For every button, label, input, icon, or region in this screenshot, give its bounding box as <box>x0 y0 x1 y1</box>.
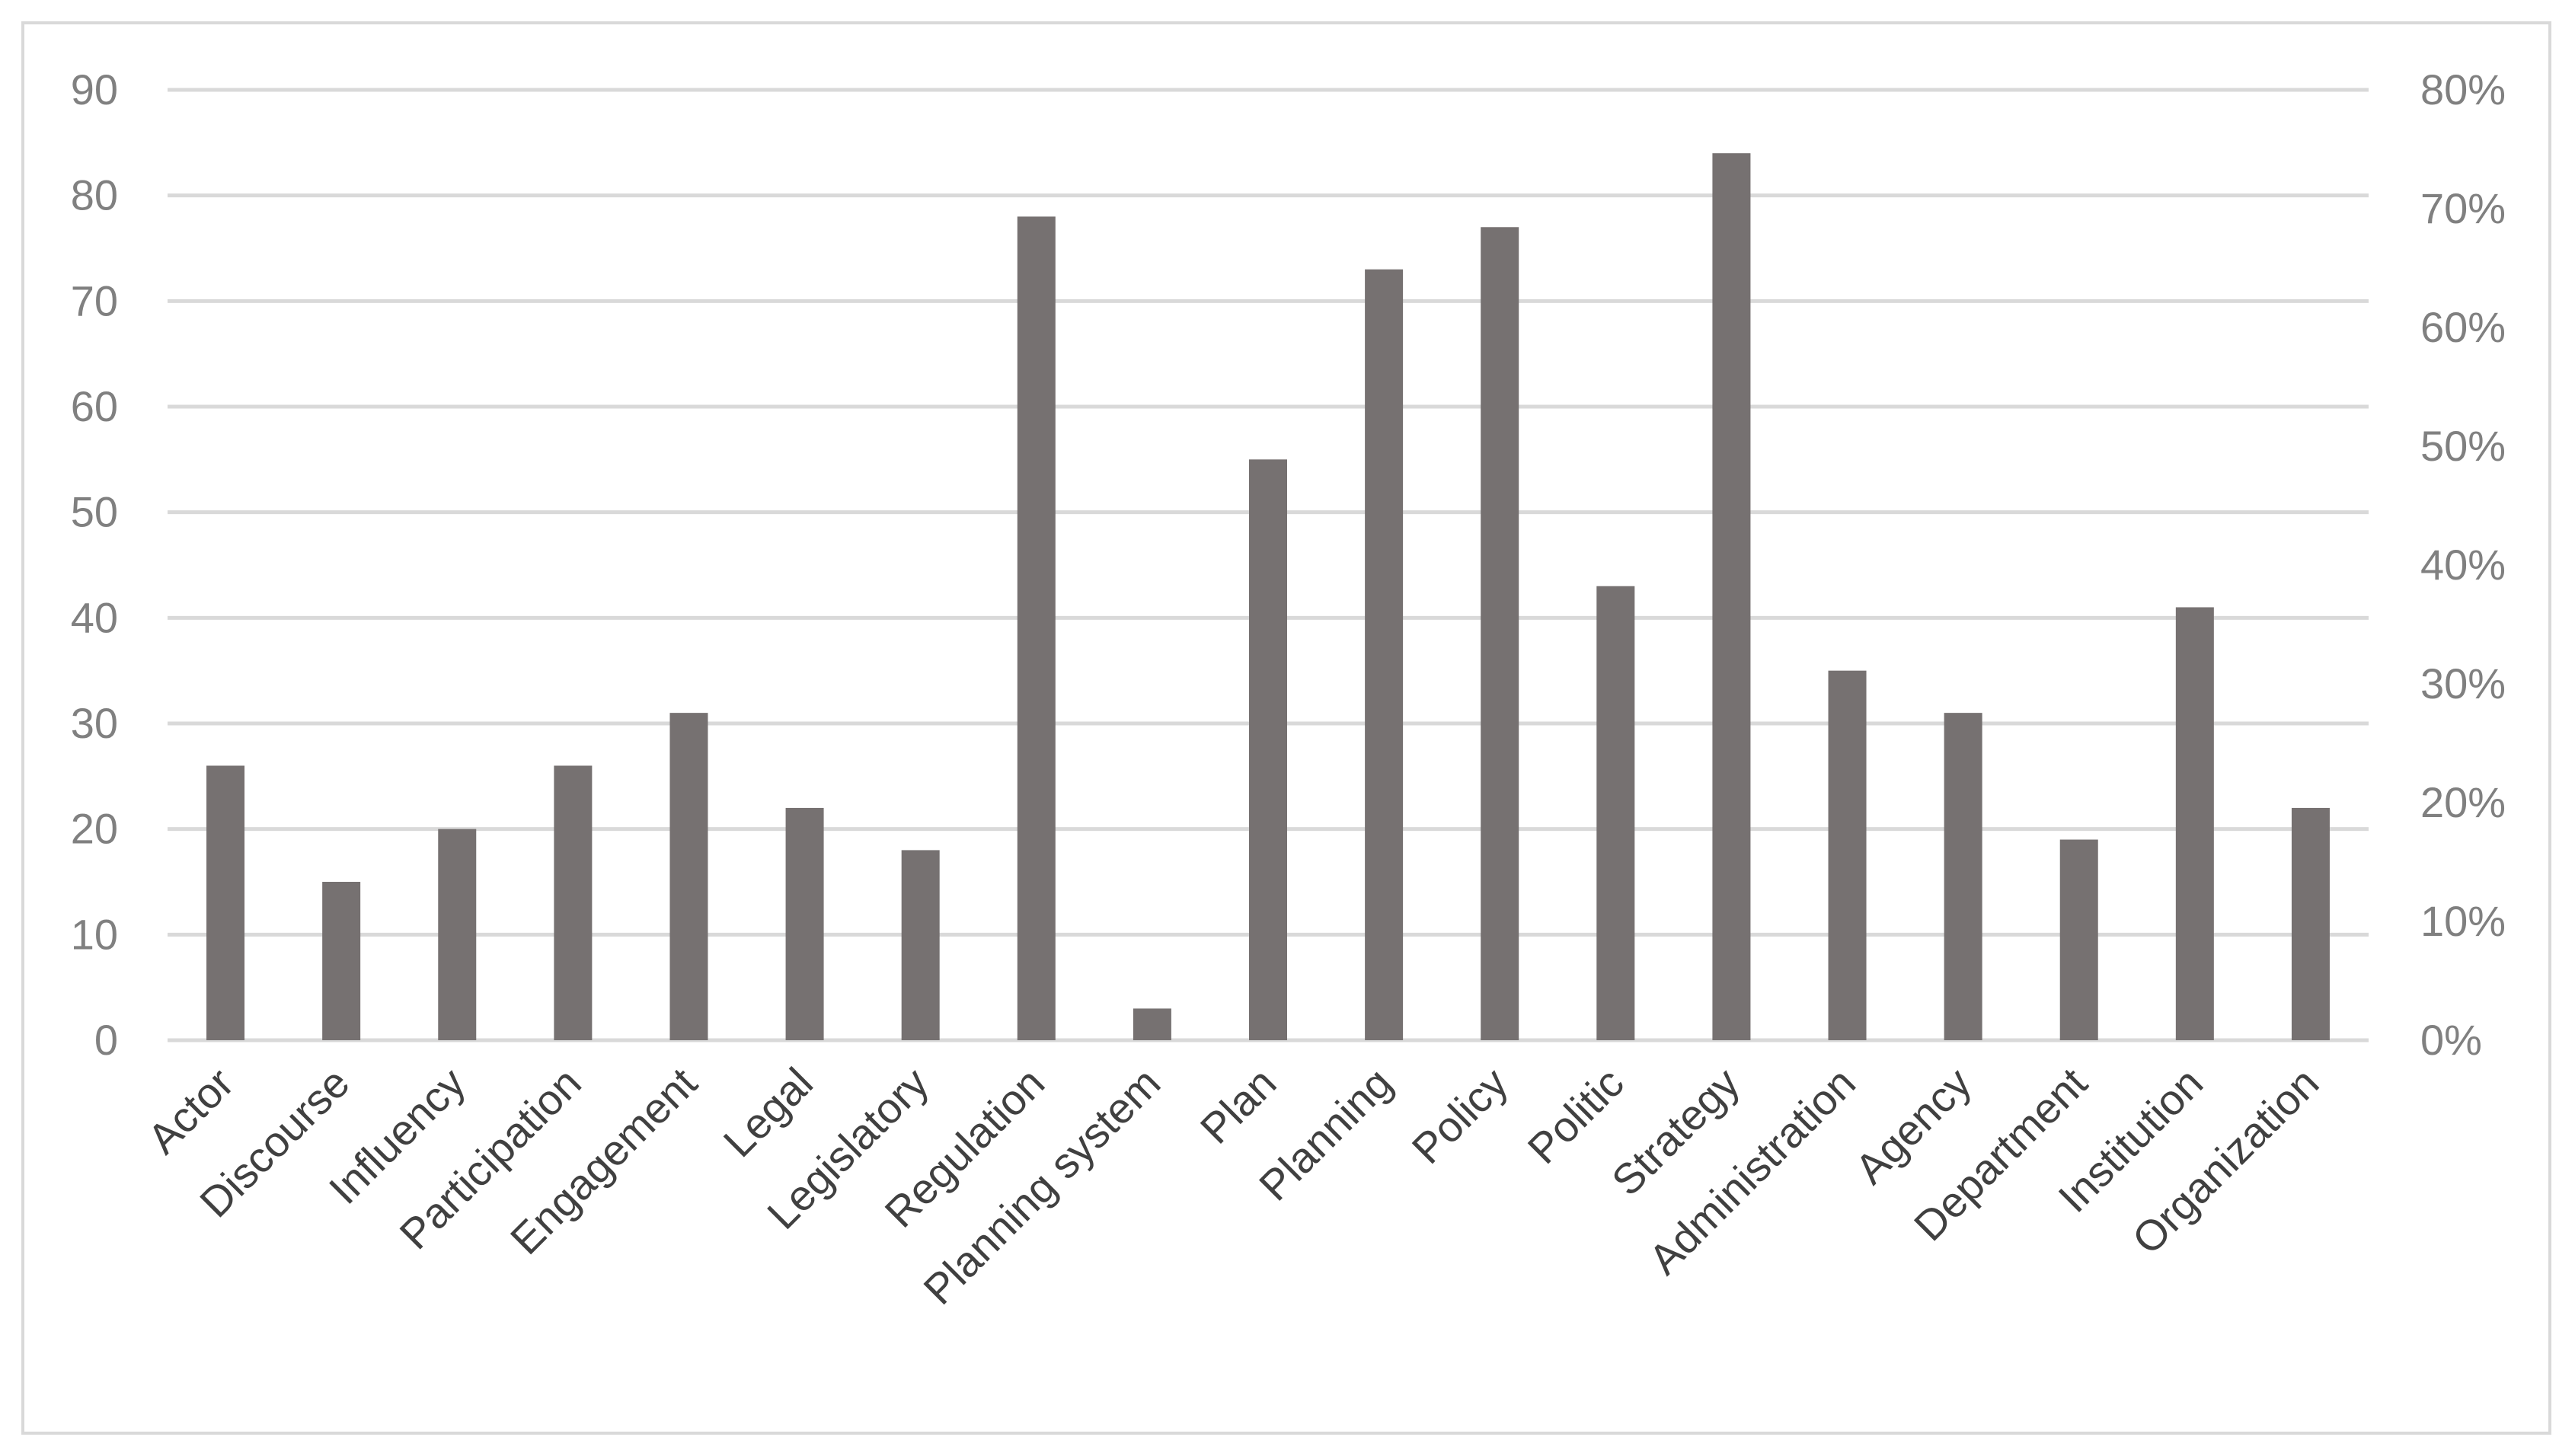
y-axis-left: 0 10 20 30 40 50 60 70 80 90 <box>71 65 118 1064</box>
y-tick-label: 80 <box>71 171 118 219</box>
x-tick-label: Policy <box>1403 1058 1517 1173</box>
y-tick-label: 70 <box>71 276 118 324</box>
x-tick-label: Actor <box>139 1058 243 1163</box>
bar <box>1133 1008 1171 1040</box>
y2-tick-label: 70% <box>2420 184 2506 232</box>
x-tick-label: Plan <box>1191 1058 1286 1153</box>
bar <box>669 713 708 1040</box>
y2-tick-label: 40% <box>2420 541 2506 589</box>
bar <box>1017 216 1056 1040</box>
y2-tick-label: 80% <box>2420 65 2506 113</box>
y-tick-label: 90 <box>71 65 118 113</box>
y2-tick-label: 20% <box>2420 778 2506 826</box>
bar <box>901 850 940 1040</box>
y-tick-label: 30 <box>71 699 118 747</box>
y-tick-label: 20 <box>71 805 118 853</box>
bar <box>322 882 361 1040</box>
bar <box>2175 607 2214 1040</box>
x-tick-label: Administration <box>1640 1058 1864 1283</box>
x-tick-label: Politic <box>1519 1058 1633 1173</box>
bar <box>1596 586 1635 1040</box>
bars <box>206 153 2330 1041</box>
y2-tick-label: 10% <box>2420 897 2506 945</box>
bar <box>438 829 477 1040</box>
bar <box>1481 227 1519 1041</box>
y2-tick-label: 50% <box>2420 422 2506 470</box>
bar <box>1828 670 1867 1040</box>
gridlines <box>168 88 2369 1043</box>
y2-tick-label: 30% <box>2420 659 2506 707</box>
bar <box>1365 269 1404 1040</box>
bar <box>1944 713 1982 1040</box>
y2-tick-label: 0% <box>2420 1016 2482 1064</box>
bar <box>2291 807 2330 1040</box>
y2-tick-label: 60% <box>2420 303 2506 351</box>
y-tick-label: 40 <box>71 593 118 641</box>
x-axis: ActorDiscourseInfluencyParticipationEnga… <box>139 1058 2328 1314</box>
y-tick-label: 60 <box>71 382 118 430</box>
bar <box>2059 839 2098 1040</box>
bar <box>1712 153 1751 1041</box>
y-tick-label: 50 <box>71 488 118 536</box>
y-tick-label: 10 <box>71 910 118 958</box>
bar <box>554 765 593 1040</box>
x-tick-label: Legal <box>714 1058 822 1166</box>
y-tick-label: 0 <box>94 1016 118 1064</box>
y-axis-right: 0% 10% 20% 30% 40% 50% 60% 70% 80% <box>2420 65 2506 1064</box>
bar <box>1249 459 1287 1040</box>
bar <box>206 765 245 1040</box>
bar <box>785 807 824 1040</box>
